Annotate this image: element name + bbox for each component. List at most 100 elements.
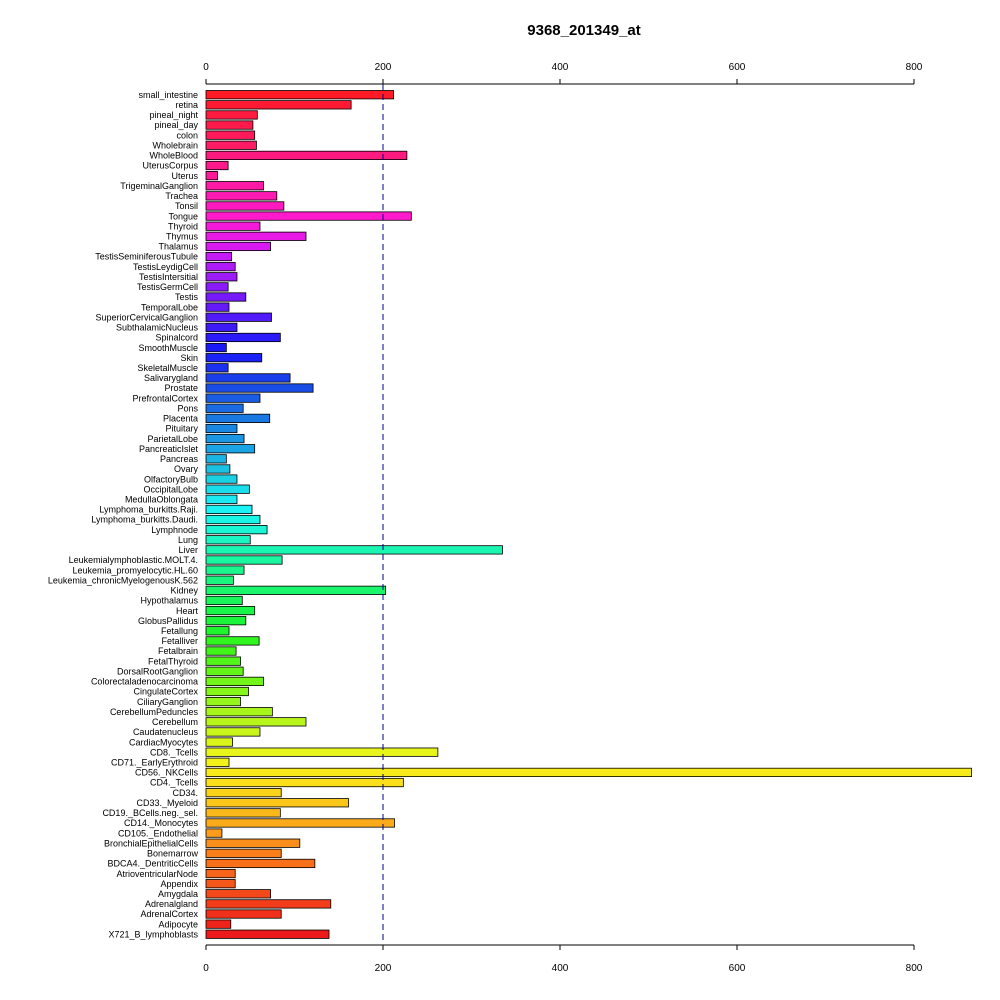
bar [205,464,231,474]
bar [205,413,271,423]
category-label: CD4._Tcells [150,778,199,788]
category-label: retina [175,100,198,110]
bar [205,868,236,879]
bottom-tick-label: 800 [906,963,923,974]
bar [205,363,229,373]
bottom-tick-label: 400 [552,963,569,974]
bar [205,444,256,454]
category-label: Trachea [165,191,198,201]
bar [205,605,256,616]
bottom-axis: 0 200 400 600 800 [203,944,923,974]
category-label: Lymphoma_burkitts.Raji. [99,505,198,515]
category-label: Pancreas [160,454,199,464]
bar [205,434,245,444]
bar [205,848,282,858]
bar [205,737,233,747]
bar [205,150,408,160]
bar [205,110,258,120]
bar [205,504,253,515]
category-label: TemporalLobe [141,302,198,312]
category-label: small_intestine [138,90,198,100]
category-label: CD56._NKCells [135,768,199,778]
category-label: Caudatenucleus [133,727,199,737]
bar [205,373,291,383]
category-label: Placenta [163,414,198,424]
bar [205,282,229,292]
category-label: CardiacMyocytes [129,737,199,747]
bar [205,292,247,302]
category-labels: small_intestineretinapineal_nightpineal_… [48,90,199,940]
bar [205,676,264,686]
top-tick-label: 800 [906,62,923,73]
category-label: TestisLeydigCell [133,262,198,272]
bar [205,616,247,626]
bar [205,656,241,666]
category-label: Thymus [166,232,199,242]
bar [205,767,972,778]
category-label: Spinalcord [155,333,198,343]
category-label: Leukemia_promyelocytic.HL.60 [72,565,198,575]
category-label: BDCA4._DentriticCells [107,859,198,869]
category-label: Pituitary [165,424,198,434]
category-label: PancreaticIslet [139,444,199,454]
category-label: CD33._Myeloid [136,798,198,808]
bar [205,798,349,808]
category-label: Thyroid [168,221,198,231]
category-label: Lymphoma_burkitts.Daudi. [91,515,198,525]
category-label: SmoothMuscle [138,343,198,353]
top-tick-label: 600 [729,62,746,73]
bar [205,747,439,757]
bar [205,899,332,909]
bar [205,858,316,869]
bar [205,646,237,656]
bar [205,474,238,484]
category-label: Lymphnode [151,525,198,535]
bar [205,788,282,798]
category-label: SuperiorCervicalGanglion [95,312,198,322]
bar [205,889,272,899]
chart-title: 9368_201349_at [527,22,640,39]
bar [205,585,387,595]
category-label: Thalamus [158,242,198,252]
category-label: BronchialEpithelialCells [104,838,199,848]
category-label: Skin [180,353,198,363]
bar [205,262,236,272]
bar [205,808,281,818]
category-label: CingulateCortex [133,687,198,697]
bar [205,525,268,535]
bar [205,454,227,464]
category-label: AtrioventricularNode [116,869,198,879]
category-label: CD71._EarlyErythroid [111,757,198,767]
category-label: Hypothalamus [140,596,198,606]
bar [205,383,314,393]
top-tick-label: 200 [375,62,392,73]
bar [205,929,330,939]
bar [205,828,223,838]
category-label: Kidney [170,586,198,596]
category-label: OlfactoryBulb [144,474,198,484]
category-label: Uterus [171,171,198,181]
category-label: FetalThyroid [148,656,198,666]
bar [205,201,285,211]
bar [205,241,272,252]
category-label: CerebellumPeduncles [110,707,199,717]
category-label: Appendix [160,879,198,889]
bar [205,90,395,100]
category-label: CD105._Endothelial [118,828,198,838]
bar [205,575,234,585]
bar [205,565,245,575]
category-label: SubthalamicNucleus [116,323,199,333]
bar [205,130,256,140]
top-tick-label: 400 [552,62,569,73]
category-label: Fetalliver [161,636,198,646]
category-label: Amygdala [158,889,198,899]
bar [205,595,243,606]
bar [205,555,283,565]
category-label: Prostate [164,383,198,393]
bars [205,90,972,939]
category-label: ParietalLobe [147,434,198,444]
bar [205,403,244,413]
bar [205,626,230,636]
category-label: MedullaOblongata [125,495,198,505]
